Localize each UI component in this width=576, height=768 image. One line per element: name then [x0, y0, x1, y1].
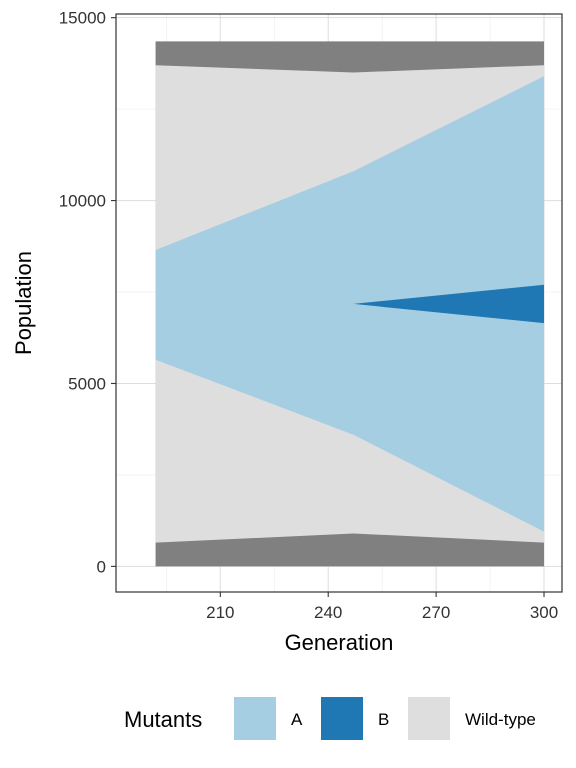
legend-key	[321, 697, 363, 740]
plot-panel-border	[115, 13, 563, 593]
y-tick-label: 10000	[59, 192, 106, 211]
y-tick-label: 5000	[68, 374, 106, 393]
legend-label: A	[291, 710, 303, 729]
x-tick-label: 300	[530, 603, 558, 622]
y-tick-label: 15000	[59, 9, 106, 28]
area-b	[155, 284, 545, 324]
legend-label: B	[378, 710, 389, 729]
legend-key	[234, 697, 276, 740]
x-tick-label: 240	[314, 603, 342, 622]
area-a	[155, 76, 545, 532]
x-tick-label: 270	[422, 603, 450, 622]
y-axis-title: Population	[11, 251, 36, 355]
x-axis-title: Generation	[285, 630, 394, 655]
legend-title: Mutants	[124, 707, 202, 732]
legend: A B Wild-type	[234, 697, 536, 740]
legend-key	[408, 697, 450, 740]
x-tick-label: 210	[206, 603, 234, 622]
area-series	[155, 41, 545, 567]
y-tick-label: 0	[97, 557, 106, 576]
legend-label: Wild-type	[465, 710, 536, 729]
axes: 210 240 270 300 0 5000 10000 15000	[59, 9, 558, 622]
